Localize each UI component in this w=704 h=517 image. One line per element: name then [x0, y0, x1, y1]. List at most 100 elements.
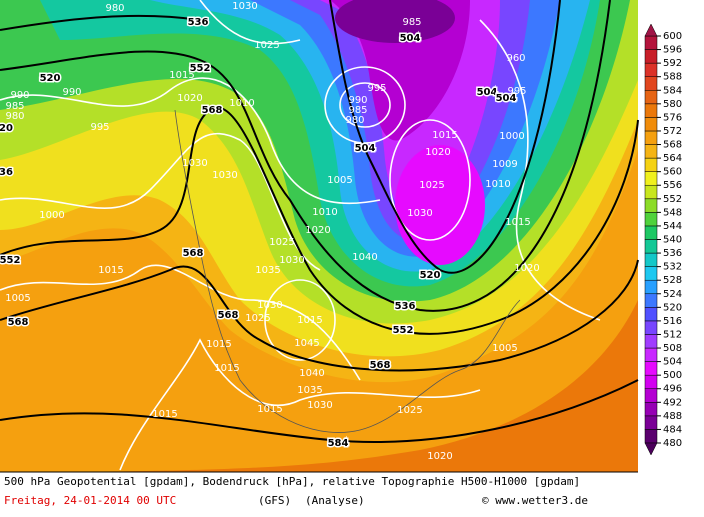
colorbar-cell	[644, 103, 658, 118]
isobar	[199, 0, 301, 45]
colorbar-cell	[644, 212, 658, 227]
colorbar-cell	[644, 76, 658, 91]
colorbar-cell	[644, 279, 658, 295]
pressure-label: 985	[402, 17, 421, 28]
colorbar-cell	[644, 320, 658, 335]
pressure-label: 995	[367, 83, 386, 94]
pressure-label: 980	[105, 3, 124, 14]
pressure-label: 960	[506, 53, 525, 64]
colorbar-tick-label: 584	[663, 85, 682, 96]
pressure-label: 1005	[5, 293, 30, 304]
pressure-label: 990	[10, 90, 29, 101]
colorbar-cell	[644, 266, 658, 281]
colorbar-over	[644, 23, 658, 37]
field-580	[0, 300, 638, 472]
contour	[329, 0, 561, 274]
colorbar-tick-label: 504	[663, 357, 682, 368]
contour	[0, 379, 639, 443]
colorbar-cell	[644, 252, 658, 267]
pressure-label: 985	[5, 101, 24, 112]
geopotential-label: 520	[420, 270, 441, 281]
pressure-label: 1010	[229, 98, 254, 109]
colorbar-cell	[644, 293, 658, 308]
colorbar-cell	[644, 429, 658, 444]
field-488	[335, 0, 455, 43]
isobars	[0, 0, 601, 471]
geopotential-label: 584	[328, 438, 349, 449]
isobar	[119, 338, 481, 471]
geopotential-label: 504	[496, 93, 517, 104]
colorbar-tick-label: 480	[663, 438, 682, 449]
colorbar-cell	[644, 388, 658, 403]
colorbar: 480 484 488 492 496 500 504 508 512 516 520 524 528 5…	[644, 23, 682, 456]
pressure-label: 1025	[245, 313, 270, 324]
colorbar-tick-label: 492	[663, 397, 682, 408]
isobar	[0, 264, 361, 381]
pressure-label: 985	[348, 105, 367, 116]
colorbar-cell	[644, 334, 658, 349]
colorbar-tick-label: 508	[663, 343, 682, 354]
colorbar-tick-label: 544	[663, 221, 682, 232]
colorbar-tick-label: 556	[663, 180, 682, 191]
geopotential-label: 568	[218, 310, 239, 321]
isobar	[0, 77, 381, 205]
colorbar-under	[644, 442, 658, 456]
colorbar-tick-label: 520	[663, 302, 682, 313]
contour-labels: 5365205525685045045045045525685685685205…	[0, 1, 540, 462]
colorbar-cell	[644, 171, 658, 186]
colorbar-tick-label: 572	[663, 126, 682, 137]
pressure-label: 1040	[299, 368, 324, 379]
colorbar-tick-label: 512	[663, 329, 682, 340]
colorbar-tick-label: 576	[663, 112, 682, 123]
colorbar-tick-label: 532	[663, 262, 682, 273]
colorbar-tick-label: 580	[663, 99, 682, 110]
pressure-label: 980	[5, 111, 24, 122]
colorbar-cell	[644, 62, 658, 77]
pressure-label: 1020	[425, 147, 450, 158]
colorbar-cell	[644, 117, 658, 132]
geopotential-label: 504	[400, 33, 421, 44]
pressure-label: 1030	[212, 170, 237, 181]
isobar	[0, 132, 321, 271]
colorbar-tick-label: 536	[663, 248, 682, 259]
colorbar-cell	[644, 374, 658, 389]
colorbar-tick-label: 548	[663, 207, 682, 218]
colorbar-cell	[644, 90, 658, 105]
pressure-label: 1015	[505, 217, 530, 228]
colorbar-cell	[644, 184, 658, 200]
colorbar-tick-label: 540	[663, 235, 682, 246]
geopotential-label: 568	[202, 105, 223, 116]
geopotential-label: 520	[40, 73, 61, 84]
colorbar-cell	[644, 198, 658, 213]
pressure-label: 1015	[257, 404, 282, 415]
colorbar-cell	[644, 415, 658, 430]
colorbar-tick-label: 592	[663, 58, 682, 69]
geopotential-label: 552	[0, 255, 20, 266]
footer-run: (Analyse)	[305, 494, 365, 507]
pressure-label: 1015	[98, 265, 123, 276]
pressure-label: 990	[348, 95, 367, 106]
colorbar-tick-label: 552	[663, 194, 682, 205]
colorbar-cell	[644, 130, 658, 145]
pressure-label: 1015	[432, 130, 457, 141]
pressure-label: 990	[62, 87, 81, 98]
geopotential-label: 568	[183, 248, 204, 259]
pressure-label: 1009	[492, 159, 517, 170]
colorbar-tick-label: 600	[663, 31, 682, 42]
colorbar-cell	[644, 157, 658, 172]
map	[0, 0, 639, 472]
pressure-label: 1005	[327, 175, 352, 186]
pressure-label: 995	[507, 86, 526, 97]
colorbar-tick-label: 524	[663, 289, 682, 300]
colorbar-cell	[644, 361, 658, 376]
geopotential-label: 552	[190, 63, 211, 74]
colorbar-tick-label: 564	[663, 153, 682, 164]
field-504	[395, 145, 485, 265]
colorbar-cell	[644, 347, 658, 362]
pressure-label: 1020	[305, 225, 330, 236]
pressure-label: 1030	[307, 400, 332, 411]
colorbar-cell	[644, 307, 658, 322]
pressure-label: 1010	[485, 179, 510, 190]
pressure-label: 1015	[297, 315, 322, 326]
